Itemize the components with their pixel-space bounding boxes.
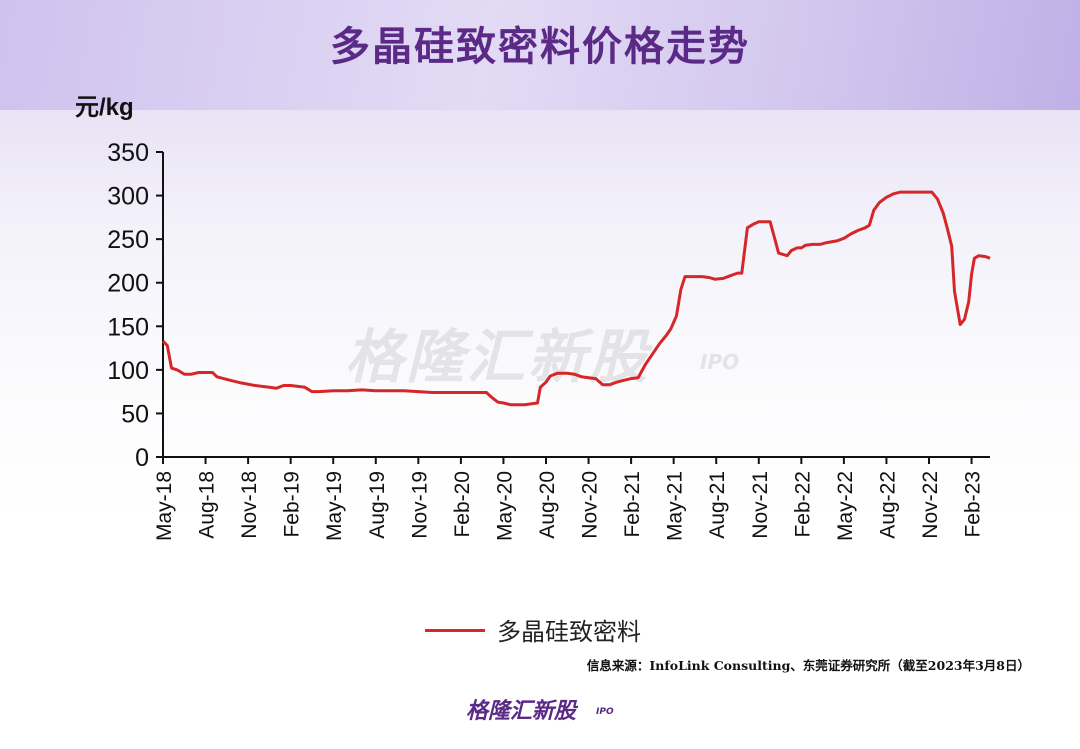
legend-line-swatch bbox=[425, 629, 485, 632]
x-tick-label: Nov-19 bbox=[408, 471, 431, 539]
footer-logo-ipo: IPO bbox=[596, 707, 614, 717]
x-tick-label: Aug-21 bbox=[706, 471, 729, 539]
x-axis: May-18 Aug-18 Nov-18 Feb-19 May-19 Aug-19 Nov-… bbox=[153, 456, 990, 541]
y-tick-label: 100 bbox=[107, 357, 149, 385]
x-tick-label: May-22 bbox=[834, 471, 857, 541]
x-tick-label: Aug-20 bbox=[536, 471, 559, 539]
x-tick-label: Feb-21 bbox=[621, 471, 644, 538]
x-tick-label: Nov-22 bbox=[919, 471, 942, 539]
y-axis: 0 50 100 150 200 250 300 350 bbox=[107, 139, 164, 472]
source-note: 信息来源：InfoLink Consulting、东莞证券研究所（截至2023年… bbox=[586, 658, 1030, 673]
x-tick-label: Aug-18 bbox=[196, 471, 219, 539]
y-tick-label: 350 bbox=[107, 139, 149, 167]
series-layer bbox=[161, 190, 991, 407]
watermark-ipo: IPO bbox=[700, 350, 740, 374]
y-tick-label: 200 bbox=[107, 270, 149, 298]
x-tick-label: Aug-19 bbox=[366, 471, 389, 539]
y-tick-label: 150 bbox=[107, 313, 149, 341]
page-title: 多晶硅致密料价格走势 bbox=[330, 24, 750, 70]
x-tick-label: Nov-20 bbox=[579, 471, 602, 539]
x-tick-label: May-19 bbox=[323, 471, 346, 541]
y-tick-label: 250 bbox=[107, 226, 149, 254]
y-tick-label: 0 bbox=[135, 444, 149, 472]
x-tick-label: Feb-22 bbox=[791, 471, 814, 538]
series-line bbox=[161, 190, 991, 407]
x-tick-label: Aug-22 bbox=[876, 471, 899, 539]
x-tick-label: May-21 bbox=[664, 471, 687, 541]
x-tick-label: Feb-20 bbox=[451, 471, 474, 538]
x-tick-label: Nov-18 bbox=[238, 471, 261, 539]
header-band bbox=[0, 0, 1080, 110]
legend-label: 多晶硅致密料 bbox=[497, 618, 641, 646]
x-tick-label: Feb-19 bbox=[281, 471, 304, 538]
y-tick-label: 50 bbox=[121, 400, 149, 428]
x-tick-label: May-20 bbox=[493, 471, 516, 541]
y-tick-label: 300 bbox=[107, 183, 149, 211]
x-tick-label: Nov-21 bbox=[749, 471, 772, 539]
x-tick-label: May-18 bbox=[153, 471, 176, 541]
x-tick-label: Feb-23 bbox=[962, 471, 985, 538]
y-axis-label: 元/kg bbox=[75, 94, 134, 121]
footer-logo: 格隆汇新股 bbox=[466, 699, 577, 724]
